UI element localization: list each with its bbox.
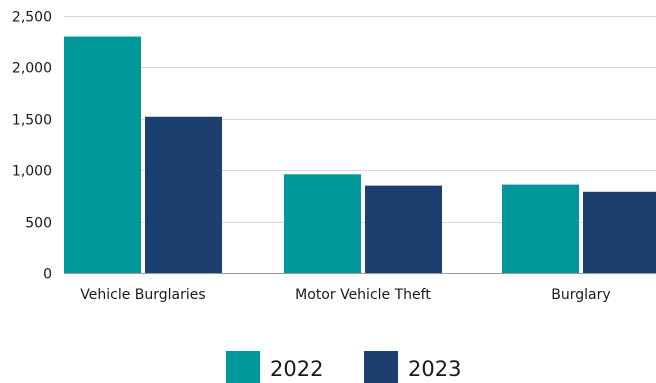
legend: 2022 2023 [226, 351, 461, 383]
bar-2023-motor-vehicle-theft [365, 185, 442, 273]
legend-label-2023: 2023 [408, 357, 461, 381]
bar-2023-vehicle-burglaries [145, 116, 222, 273]
bar-2022-motor-vehicle-theft [284, 174, 361, 273]
y-tick-label: 1,000 [12, 164, 52, 180]
y-tick-label: 1,500 [12, 113, 52, 129]
legend-swatch-2023 [364, 351, 398, 383]
x-category-label: Burglary [551, 287, 610, 303]
y-axis-ticks: 0 500 1,000 1,500 2,000 2,500 [12, 10, 52, 283]
y-tick-label: 0 [43, 267, 52, 283]
legend-label-2022: 2022 [270, 357, 323, 381]
bars [64, 36, 656, 274]
bar-2022-burglary [502, 184, 579, 273]
bar-2022-vehicle-burglaries [64, 36, 141, 274]
x-axis-categories: Vehicle Burglaries Motor Vehicle Theft Bur… [80, 287, 610, 303]
x-category-label: Vehicle Burglaries [80, 287, 205, 303]
bar-2023-burglary [583, 191, 656, 273]
y-tick-label: 500 [25, 216, 52, 232]
y-tick-label: 2,000 [12, 61, 52, 77]
y-tick-label: 2,500 [12, 10, 52, 26]
x-category-label: Motor Vehicle Theft [295, 287, 431, 303]
legend-swatch-2022 [226, 351, 260, 383]
